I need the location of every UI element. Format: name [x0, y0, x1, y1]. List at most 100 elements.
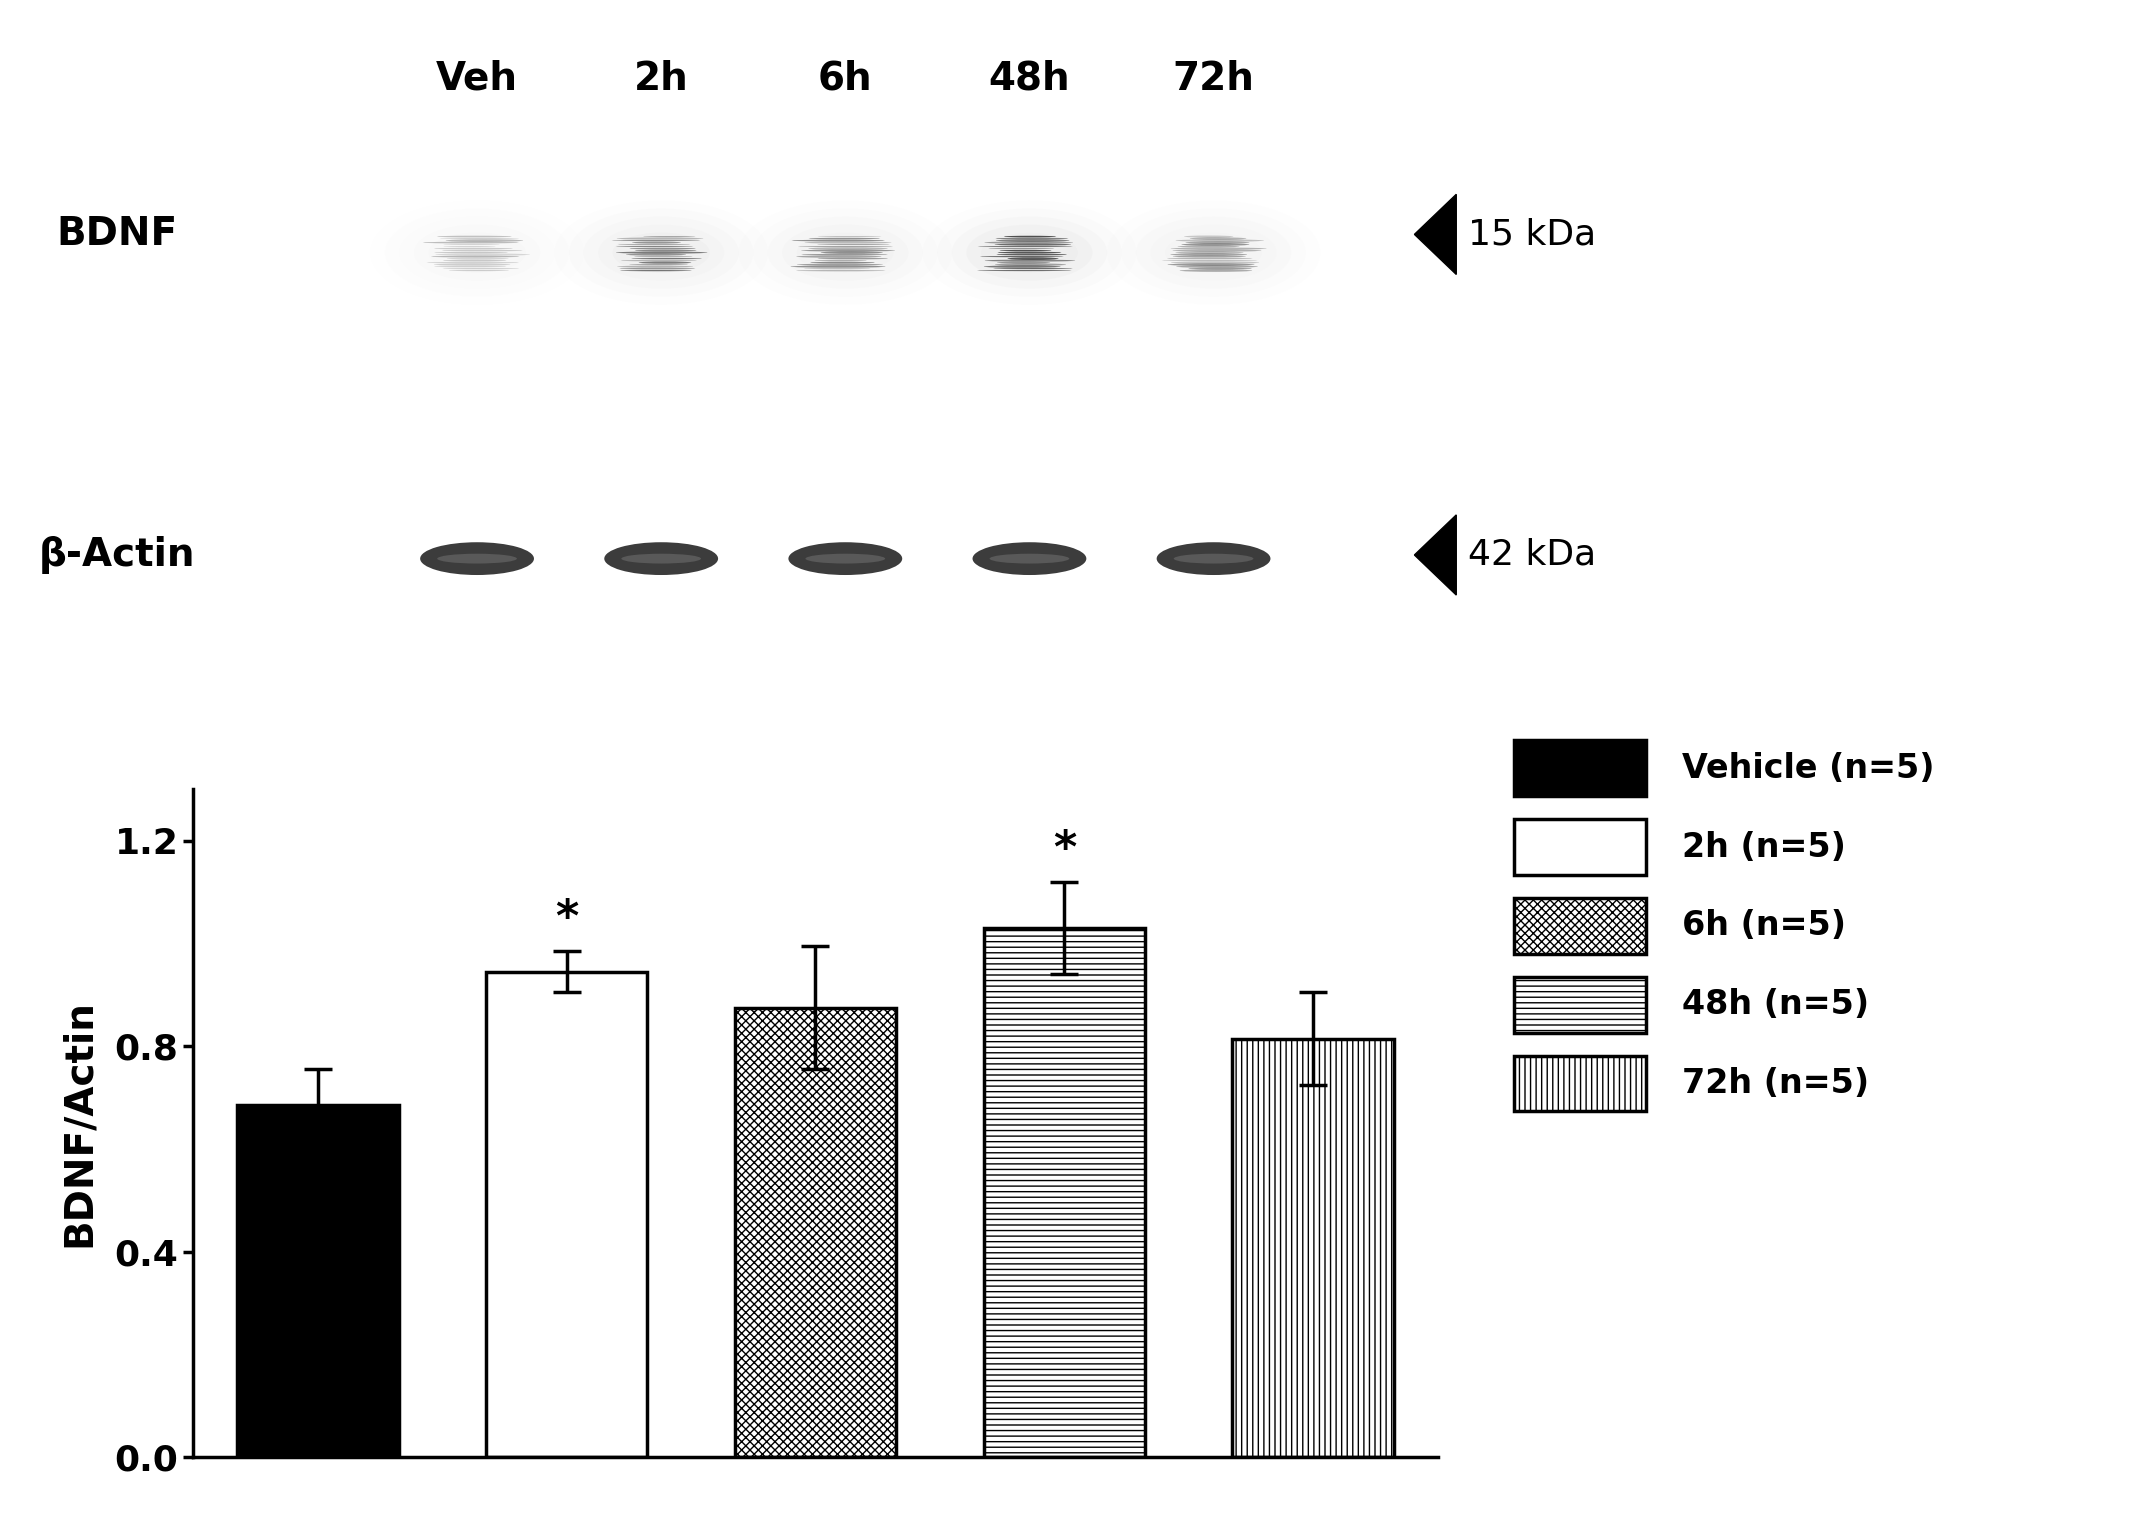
Ellipse shape	[796, 264, 882, 266]
Ellipse shape	[809, 261, 876, 264]
Ellipse shape	[994, 243, 1071, 246]
Ellipse shape	[427, 261, 519, 264]
Ellipse shape	[1182, 243, 1249, 246]
Polygon shape	[1414, 194, 1457, 275]
Text: 2h: 2h	[633, 59, 689, 97]
Ellipse shape	[996, 263, 1067, 266]
Ellipse shape	[433, 247, 513, 249]
Ellipse shape	[953, 217, 1107, 288]
Ellipse shape	[800, 249, 895, 252]
Ellipse shape	[1180, 269, 1253, 272]
Ellipse shape	[599, 225, 725, 281]
Bar	[1515, 1057, 1646, 1111]
Ellipse shape	[622, 554, 702, 563]
Ellipse shape	[1172, 261, 1260, 264]
Ellipse shape	[1167, 264, 1255, 266]
Bar	[1515, 741, 1646, 795]
Ellipse shape	[985, 260, 1075, 261]
Bar	[734, 1008, 897, 1457]
Ellipse shape	[996, 240, 1069, 241]
Ellipse shape	[635, 250, 697, 252]
Text: 48h (n=5): 48h (n=5)	[1682, 988, 1869, 1022]
Ellipse shape	[442, 260, 506, 261]
Bar	[983, 927, 1146, 1457]
Ellipse shape	[989, 554, 1069, 563]
Ellipse shape	[996, 254, 1067, 255]
Ellipse shape	[790, 266, 886, 267]
Ellipse shape	[633, 241, 680, 244]
Ellipse shape	[1165, 232, 1262, 273]
Text: BDNF: BDNF	[56, 216, 178, 254]
Ellipse shape	[616, 237, 704, 240]
Ellipse shape	[996, 238, 1069, 240]
Ellipse shape	[1189, 267, 1251, 270]
Text: *: *	[1054, 827, 1075, 870]
Text: 15 kDa: 15 kDa	[1468, 217, 1597, 252]
Ellipse shape	[629, 247, 695, 249]
Ellipse shape	[796, 232, 895, 273]
Ellipse shape	[1006, 257, 1058, 260]
Ellipse shape	[809, 238, 880, 240]
Ellipse shape	[431, 255, 519, 258]
Ellipse shape	[605, 542, 719, 575]
Ellipse shape	[1185, 235, 1234, 238]
Ellipse shape	[796, 255, 882, 258]
Ellipse shape	[616, 252, 708, 254]
Ellipse shape	[938, 208, 1122, 296]
Ellipse shape	[1176, 266, 1258, 267]
Ellipse shape	[1178, 246, 1240, 247]
Text: Vehicle (n=5): Vehicle (n=5)	[1682, 751, 1936, 785]
Text: 72h (n=5): 72h (n=5)	[1682, 1067, 1869, 1101]
Text: β-Actin: β-Actin	[39, 536, 195, 574]
Ellipse shape	[446, 258, 509, 260]
Ellipse shape	[1174, 554, 1253, 563]
Ellipse shape	[620, 267, 695, 269]
Text: 48h: 48h	[989, 59, 1071, 97]
Ellipse shape	[788, 542, 901, 575]
Ellipse shape	[627, 254, 687, 255]
Ellipse shape	[442, 250, 524, 252]
Text: 6h (n=5): 6h (n=5)	[1682, 909, 1846, 943]
Ellipse shape	[809, 247, 888, 250]
Ellipse shape	[1172, 255, 1247, 258]
Ellipse shape	[1004, 235, 1056, 237]
Y-axis label: BDNF/Actin: BDNF/Actin	[60, 999, 99, 1248]
Bar	[485, 972, 648, 1457]
Ellipse shape	[792, 240, 884, 241]
Ellipse shape	[966, 225, 1092, 281]
Ellipse shape	[1176, 240, 1264, 241]
Ellipse shape	[436, 254, 530, 255]
Ellipse shape	[433, 264, 511, 266]
Bar	[1515, 899, 1646, 953]
Ellipse shape	[1185, 241, 1249, 244]
Ellipse shape	[640, 261, 691, 264]
Ellipse shape	[612, 232, 710, 273]
Text: Veh: Veh	[436, 59, 517, 97]
Bar	[236, 1105, 399, 1457]
Ellipse shape	[805, 554, 884, 563]
Ellipse shape	[1150, 225, 1277, 281]
Ellipse shape	[985, 241, 1073, 244]
Ellipse shape	[438, 554, 517, 563]
Text: 2h (n=5): 2h (n=5)	[1682, 830, 1846, 864]
Ellipse shape	[421, 542, 534, 575]
Ellipse shape	[618, 266, 693, 267]
Ellipse shape	[423, 241, 519, 243]
Ellipse shape	[1189, 237, 1247, 240]
Ellipse shape	[1170, 254, 1247, 257]
Ellipse shape	[768, 217, 923, 288]
Polygon shape	[1414, 515, 1457, 595]
Bar	[1232, 1038, 1395, 1457]
Ellipse shape	[998, 261, 1049, 264]
Text: 6h: 6h	[818, 59, 873, 97]
Bar	[1515, 978, 1646, 1032]
Ellipse shape	[1172, 249, 1262, 252]
Ellipse shape	[1176, 252, 1243, 254]
Ellipse shape	[584, 217, 738, 288]
Ellipse shape	[438, 235, 513, 237]
Ellipse shape	[446, 240, 524, 241]
Ellipse shape	[781, 225, 908, 281]
Bar	[1515, 820, 1646, 874]
Ellipse shape	[983, 266, 1060, 267]
Ellipse shape	[972, 542, 1086, 575]
